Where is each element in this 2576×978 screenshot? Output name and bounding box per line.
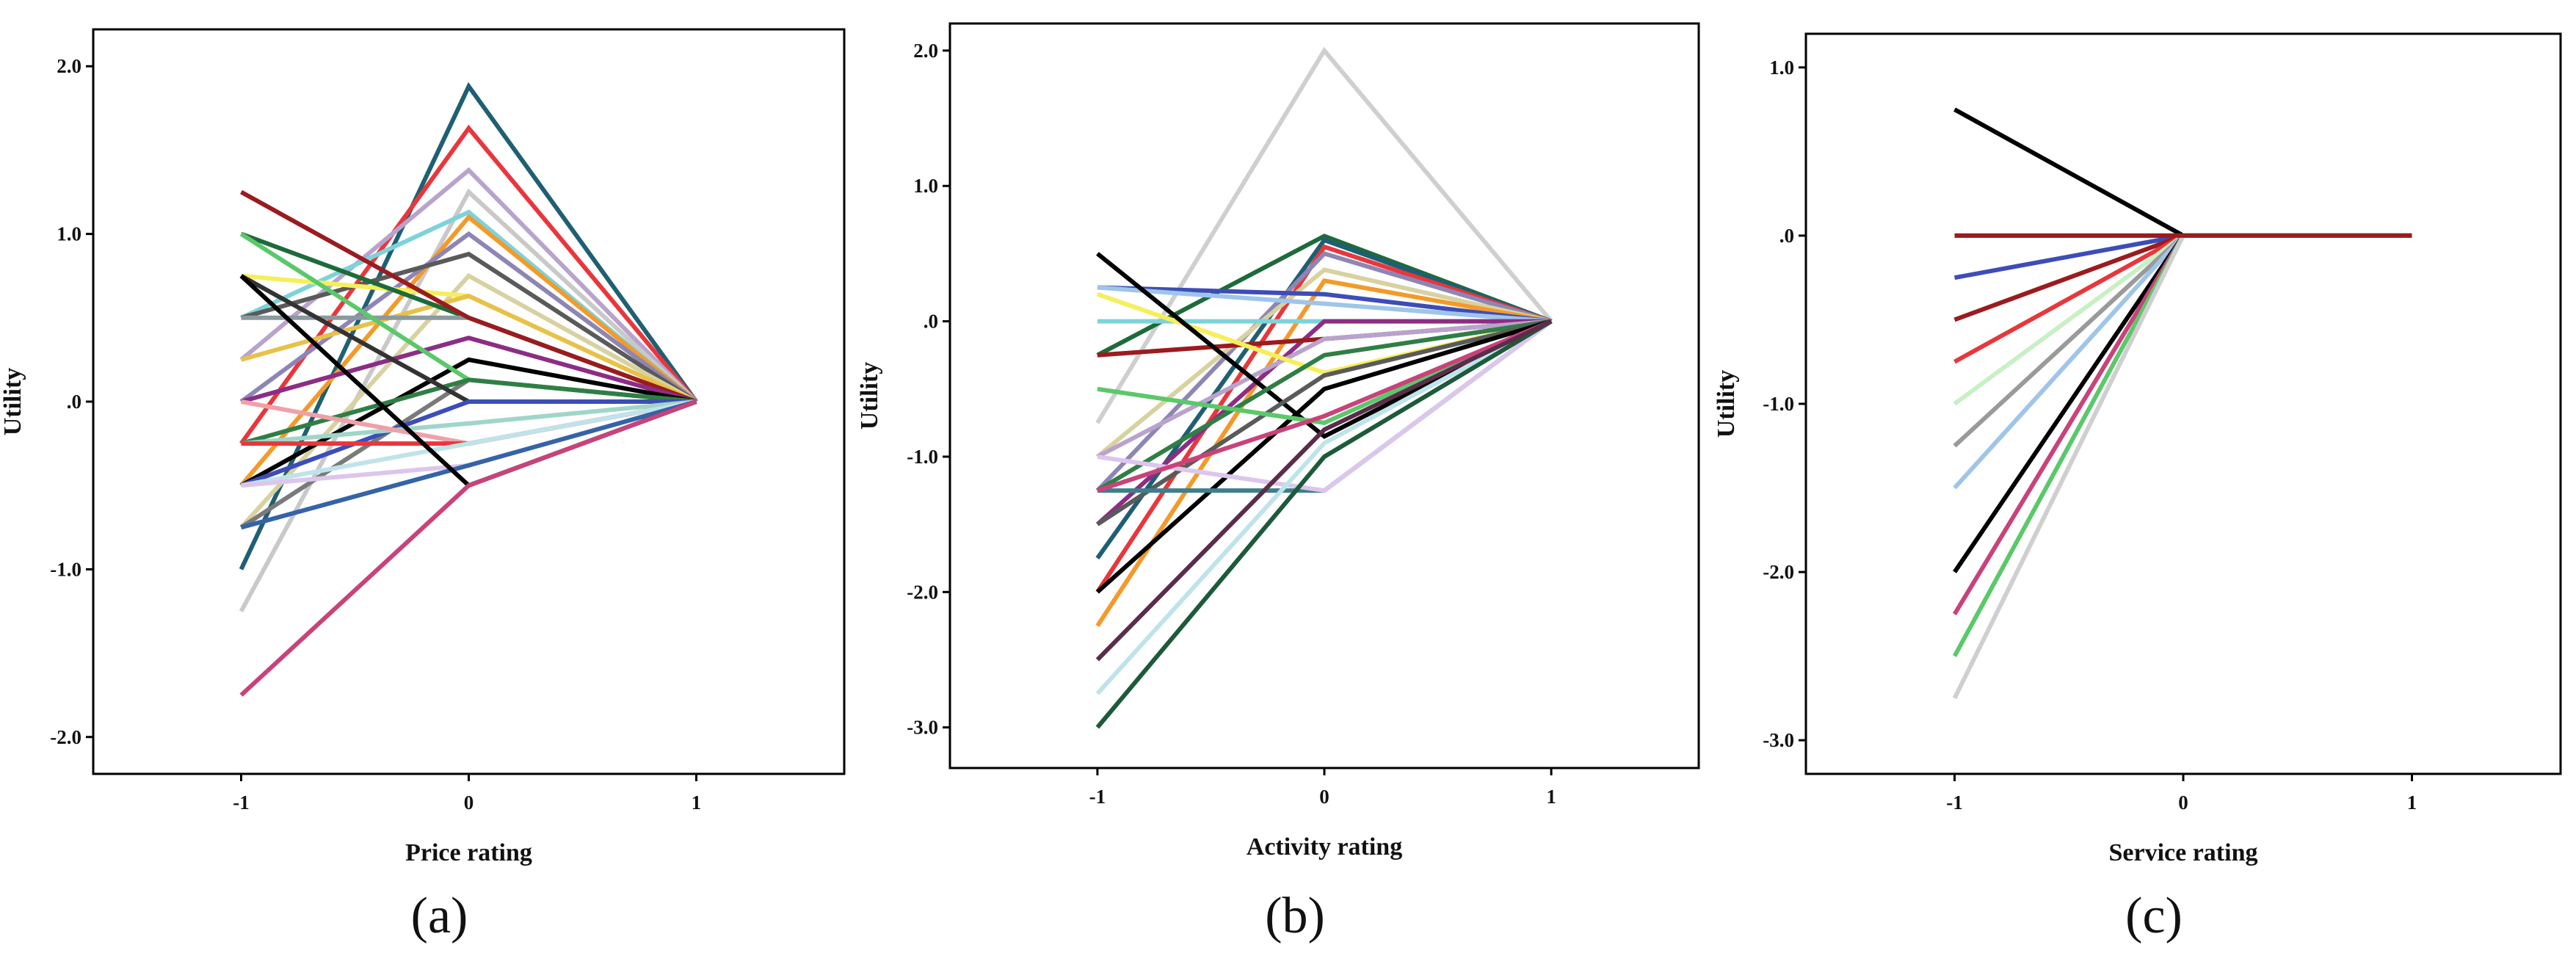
series-line-s5 [1953, 233, 2412, 364]
series-line-s5 [1095, 251, 1552, 493]
x-tick-label: 1 [1546, 786, 1556, 808]
series-line-s23 [1096, 319, 1553, 493]
y-tick-label: -2.0 [1763, 561, 1794, 583]
series-line-s25 [240, 399, 697, 488]
y-tick-label: .0 [924, 311, 938, 333]
series-line-s12 [1952, 233, 2412, 700]
y-tick-label: .0 [67, 391, 81, 413]
series-line-s21 [240, 399, 697, 488]
series-line-s29 [239, 399, 697, 697]
x-tick-label: -1 [1946, 792, 1963, 814]
series-line-s3 [1953, 233, 2412, 280]
y-tick-label: 1.0 [913, 175, 938, 197]
series-line-s15 [240, 336, 697, 404]
x-tick-label: -1 [1089, 786, 1106, 808]
series-line-s27 [240, 399, 697, 530]
plot-frame [948, 22, 1700, 769]
series-line-s6 [1953, 233, 2412, 406]
x-tick-label: -1 [233, 792, 250, 814]
x-tick-label: 0 [464, 792, 474, 814]
series-line-s24 [1095, 319, 1553, 729]
series-line-s11 [1952, 233, 2412, 658]
y-tick-label: 1.0 [57, 223, 81, 245]
plot-frame [1804, 32, 2562, 775]
series-line-s7 [1095, 278, 1552, 628]
y-axis-label: Utility [1713, 370, 1740, 438]
x-tick-label: 1 [2407, 792, 2417, 814]
series-line-s16 [1096, 319, 1552, 493]
x-axis-label: Price rating [405, 839, 532, 866]
chart-panel-1: 2.0 1.0 .0 -1.0 -2.0 -1 0 1 Price rating Utility (… [0, 28, 846, 944]
series-line-s9 [1097, 285, 1552, 324]
chart-panel-3: 1.0 .0 -1.0 -2.0 -3.0 -1 0 1 Service rating Utili… [1713, 32, 2562, 944]
x-axis-label: Activity rating [1247, 833, 1402, 861]
panel-label: (c) [2125, 888, 2183, 944]
series-line-s8 [1953, 233, 2412, 490]
series-line-s6 [1095, 267, 1552, 459]
y-tick-label: -3.0 [1763, 729, 1794, 751]
y-tick-label: -2.0 [50, 726, 81, 748]
series-line-s4 [1953, 233, 2412, 322]
series-line-s1 [239, 82, 698, 570]
series-line-s18 [1095, 319, 1552, 594]
series-line-s9 [1953, 233, 2412, 573]
y-axis-label: Utility [0, 368, 26, 436]
x-tick-label: 0 [2178, 792, 2188, 814]
series-line-s22 [241, 399, 697, 446]
series-line-s13 [1096, 319, 1552, 459]
series-line-s11 [1095, 319, 1552, 526]
series-line-s11 [240, 293, 697, 404]
series-line-s8 [1097, 285, 1552, 324]
x-tick-label: 0 [1319, 786, 1329, 808]
series-line-s25 [1095, 319, 1553, 662]
y-tick-label: 1.0 [1769, 57, 1794, 79]
y-tick-label: 2.0 [913, 40, 938, 62]
y-tick-label: 2.0 [57, 55, 81, 77]
y-tick-label: -3.0 [907, 717, 938, 739]
panel-label: (a) [411, 888, 468, 944]
series-line-s1 [1095, 46, 1553, 424]
x-axis-label: Service rating [2109, 839, 2258, 866]
y-tick-label: .0 [1779, 225, 1794, 247]
panel-label: (b) [1265, 888, 1325, 944]
series-line-s19 [240, 377, 697, 446]
y-tick-label: -1.0 [50, 558, 81, 580]
y-tick-label: -1.0 [907, 446, 938, 468]
chart-panel-2: 2.0 1.0 .0 -1.0 -2.0 -3.0 -1 0 1 Activity rating U… [856, 22, 1700, 944]
series-line-s17 [1096, 319, 1552, 526]
x-tick-label: 1 [692, 792, 702, 814]
series-line-s21 [1097, 319, 1553, 493]
y-tick-label: -2.0 [907, 581, 938, 603]
series-line-s14 [240, 189, 697, 404]
series-line-s8 [240, 251, 698, 404]
series-line-s6 [239, 214, 698, 488]
series-line-s1 [1953, 107, 2412, 238]
y-axis-label: Utility [856, 362, 883, 430]
series-line-s22 [1095, 319, 1553, 695]
y-tick-label: -1.0 [1763, 393, 1794, 415]
